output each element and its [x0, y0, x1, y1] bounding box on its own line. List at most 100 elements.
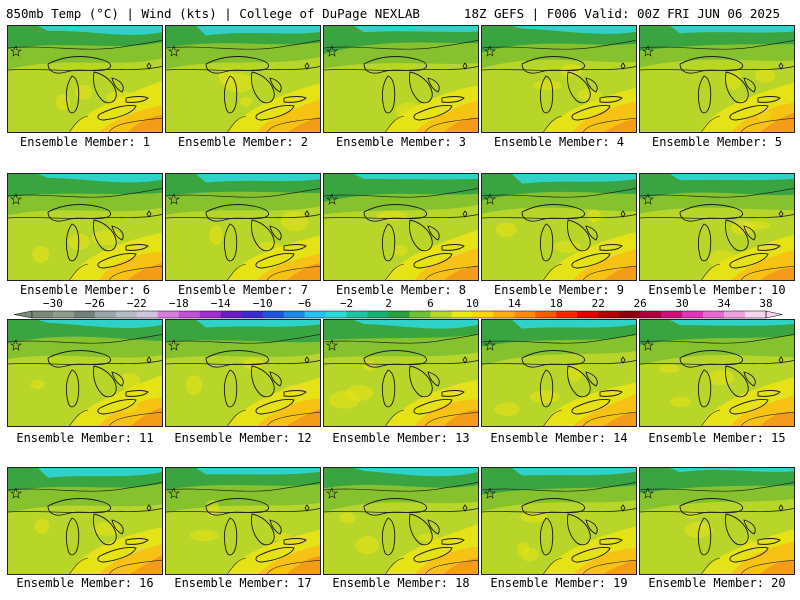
temperature-field-map [640, 174, 794, 280]
colorbar-swatch [556, 311, 578, 318]
colorbar-swatch [241, 311, 264, 318]
colorbar-swatch [283, 311, 306, 318]
colorbar-swatch [157, 311, 180, 318]
temperature-field-map [166, 26, 320, 132]
colorbar-swatch [346, 311, 369, 318]
ensemble-map-panel [639, 467, 795, 575]
colorbar-swatch [115, 311, 138, 318]
temperature-field-map [166, 468, 320, 574]
colorbar-swatch [598, 311, 620, 318]
ensemble-map-panel [639, 319, 795, 427]
colorbar-swatch [52, 311, 75, 318]
ensemble-map-panel [323, 467, 479, 575]
temperature-field-map [482, 320, 636, 426]
colorbar-swatch [262, 311, 285, 318]
ensemble-map-panel [7, 173, 163, 281]
ensemble-member-label: Ensemble Member: 16 [16, 576, 154, 590]
ensemble-map-panel [7, 25, 163, 133]
colorbar-swatch [535, 311, 557, 318]
colorbar-swatch [199, 311, 222, 318]
chart-title: 850mb Temp (°C) | Wind (kts) | College o… [6, 6, 420, 21]
temperature-field-map [166, 320, 320, 426]
temperature-field-map [324, 320, 478, 426]
colorbar-swatch [325, 311, 348, 318]
colorbar-swatch [388, 311, 410, 318]
ensemble-map-panel [7, 319, 163, 427]
colorbar-right-arrow [765, 310, 783, 319]
temperature-field-map [640, 468, 794, 574]
ensemble-member-label: Ensemble Member: 18 [332, 576, 470, 590]
colorbar-tick-label: −2 [340, 297, 353, 310]
colorbar-tick-label: −22 [127, 297, 147, 310]
temperature-field-map [640, 320, 794, 426]
ensemble-member-label: Ensemble Member: 9 [493, 283, 625, 297]
temperature-field-map [8, 26, 162, 132]
colorbar-swatch [703, 311, 725, 318]
temperature-field-map [482, 174, 636, 280]
colorbar-tick-label: −26 [85, 297, 105, 310]
ensemble-member-label: Ensemble Member: 8 [335, 283, 467, 297]
ensemble-map-panel [7, 467, 163, 575]
colorbar-tick-label: −18 [169, 297, 189, 310]
colorbar-swatch [94, 311, 117, 318]
ensemble-member-label: Ensemble Member: 14 [490, 431, 628, 445]
colorbar-swatch [682, 311, 704, 318]
ensemble-member-label: Ensemble Member: 6 [19, 283, 151, 297]
temperature-field-map [324, 26, 478, 132]
ensemble-map-panel [323, 25, 479, 133]
ensemble-map-panel [323, 319, 479, 427]
colorbar-tick-label: 14 [508, 297, 522, 310]
temperature-field-map [482, 468, 636, 574]
colorbar-tick-label: 6 [427, 297, 434, 310]
colorbar-swatch [619, 311, 641, 318]
colorbar-swatch [32, 311, 54, 318]
ensemble-member-label: Ensemble Member: 19 [490, 576, 628, 590]
colorbar-swatch [661, 311, 683, 318]
colorbar-tick-label: 26 [634, 297, 647, 310]
temperature-field-map [324, 174, 478, 280]
colorbar-swatch [73, 311, 96, 318]
colorbar-tick-label: 34 [717, 297, 731, 310]
colorbar-tick-label: −14 [211, 297, 231, 310]
ensemble-member-label: Ensemble Member: 3 [335, 135, 467, 149]
ensemble-member-label: Ensemble Member: 5 [651, 135, 783, 149]
colorbar-swatch [451, 311, 473, 318]
ensemble-map-panel [481, 25, 637, 133]
ensemble-member-label: Ensemble Member: 10 [648, 283, 786, 297]
colorbar-tick-label: 2 [385, 297, 392, 310]
temperature-field-map [166, 174, 320, 280]
colorbar-swatch [493, 311, 515, 318]
temperature-field-map [8, 174, 162, 280]
colorbar-tick-label: −6 [298, 297, 311, 310]
colorbar-swatch [745, 311, 767, 318]
colorbar-tick-label: 18 [550, 297, 563, 310]
ensemble-member-label: Ensemble Member: 20 [648, 576, 786, 590]
ensemble-member-label: Ensemble Member: 7 [177, 283, 309, 297]
colorbar-swatch [409, 311, 431, 318]
ensemble-map-panel [639, 173, 795, 281]
temperature-colorbar: −30 −26 −22 −18 −14 −10 −6 −2 2 6 10 14 18 22 26 30 34 38… [13, 297, 783, 319]
colorbar-swatch [304, 311, 327, 318]
colorbar-tick-label: 10 [466, 297, 479, 310]
colorbar-tick-label: 22 [592, 297, 605, 310]
colorbar-swatch [136, 311, 159, 318]
ensemble-map-panel [165, 467, 321, 575]
temperature-field-map [640, 26, 794, 132]
ensemble-member-label: Ensemble Member: 1 [19, 135, 151, 149]
ensemble-member-label: Ensemble Member: 13 [332, 431, 470, 445]
colorbar-swatch [577, 311, 599, 318]
colorbar-tick-label: 30 [675, 297, 688, 310]
ensemble-map-panel [165, 25, 321, 133]
ensemble-map-panel [639, 25, 795, 133]
colorbar-swatch [724, 311, 746, 318]
colorbar-tick-label: 38 [759, 297, 772, 310]
temperature-field-map [8, 468, 162, 574]
colorbar-swatch [430, 311, 452, 318]
temperature-field-map [8, 320, 162, 426]
ensemble-map-panel [481, 173, 637, 281]
colorbar-swatch [178, 311, 201, 318]
temperature-field-map [324, 468, 478, 574]
run-valid-time: 18Z GEFS | F006 Valid: 00Z FRI JUN 06 20… [463, 6, 780, 21]
colorbar-swatch [220, 311, 243, 318]
ensemble-member-label: Ensemble Member: 2 [177, 135, 309, 149]
